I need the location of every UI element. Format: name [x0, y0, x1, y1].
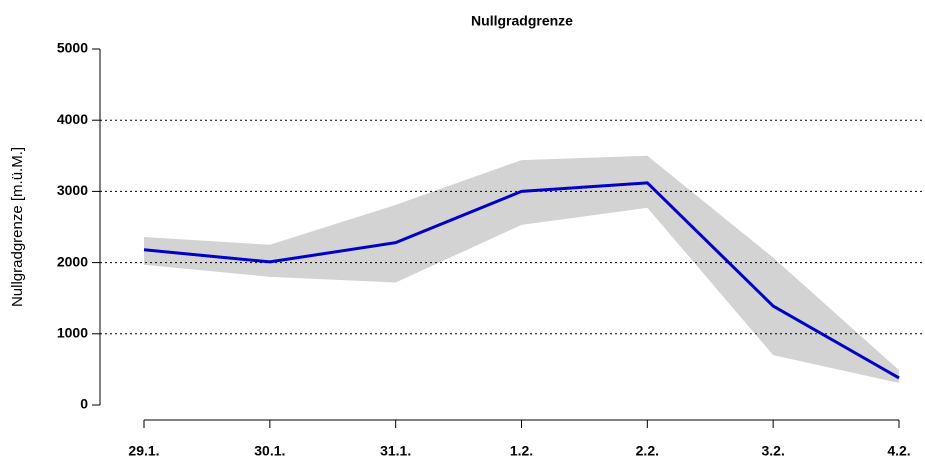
x-tick-label: 29.1. — [128, 443, 159, 459]
uncertainty-band — [144, 155, 899, 383]
x-tick-label: 3.2. — [761, 443, 784, 459]
y-axis-label: Nullgradgrenze [m.ü.M.] — [9, 147, 26, 307]
y-tick-label: 0 — [80, 396, 88, 412]
line — [143, 181, 900, 380]
chart-title: Nullgradgrenze — [471, 13, 573, 29]
x-tick-label: 2.2. — [636, 443, 659, 459]
x-tick-label: 31.1. — [380, 443, 411, 459]
y-tick-label: 2000 — [57, 253, 88, 269]
y-tick-label: 3000 — [57, 182, 88, 198]
y-tick-label: 5000 — [57, 40, 88, 56]
x-tick-label: 30.1. — [254, 443, 285, 459]
x-tick-label: 4.2. — [887, 443, 910, 459]
y-tick-label: 1000 — [57, 325, 88, 341]
x-tick-label: 1.2. — [510, 443, 533, 459]
y-tick-label: 4000 — [57, 111, 88, 127]
